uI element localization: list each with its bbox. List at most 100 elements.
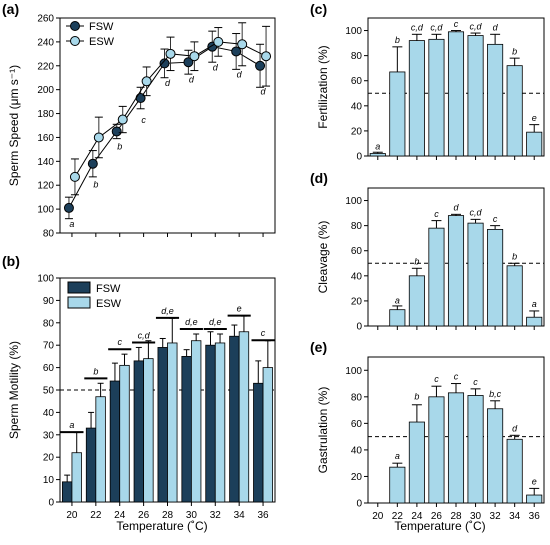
panel-a-significance-letter: d [213,63,219,73]
panel-a-legend-label: ESW [89,36,115,48]
panel-e-label: (e) [310,339,327,355]
panel-b-x-tick-label: 20 [66,510,78,521]
panel-a-significance-letter: b [117,141,122,151]
panel-d-y-tick-label: 60 [351,246,363,257]
panel-a-esw-point [261,51,272,62]
panel-b-significance-letter: c [117,337,122,347]
panel-d-bar [447,215,465,327]
panel-c-bar [408,40,425,157]
panel-a-y-tick-label: 200 [37,85,54,96]
panel-b-bar [157,347,168,503]
panel-c-significance-letter: c,d [430,23,443,33]
panel-e-x-tick-label: 32 [490,511,502,522]
panel-b-significance-letter: c [261,328,266,338]
panel-d-significance-letter: b [512,252,517,262]
panel-c-significance-letter: d [493,23,499,33]
panel-d-significance-letter: a [532,299,537,309]
panel-a-significance-letter: a [69,219,74,229]
panel-d-bar [526,316,543,327]
panel-a-y-tick-label: 240 [37,37,54,48]
panel-b-significance-letter: d,e [209,317,222,327]
panel-c-significance-letter: c,d [411,23,424,33]
panel-a-fsw-point [63,202,74,213]
panel-d-significance-letter: c,d [470,208,483,218]
panel-c-bar [369,153,386,157]
panel-d-y-axis-label: Cleavage (%) [316,221,330,294]
panel-b-y-tick-label: 20 [43,453,55,464]
panel-a-y-tick-label: 80 [43,229,55,240]
panel-d-y-tick-label: 0 [356,322,362,333]
panel-b-y-tick-label: 100 [37,274,54,285]
panel-a-y-tick-label: 180 [37,109,54,120]
panel-b-bar [167,342,178,503]
panel-b-y-tick-label: 30 [43,430,55,441]
panel-e-y-tick-label: 60 [351,419,363,430]
panel-b-x-tick-label: 24 [114,510,126,521]
panel-e-y-tick-label: 0 [356,499,362,510]
panel-a-esw-point [93,132,104,143]
panel-b-x-tick-label: 32 [210,510,222,521]
panel-c-bar [447,31,465,157]
panel-c-significance-letter: b [395,35,400,45]
panel-d-bar [487,228,504,327]
panel-b-x-tick-label: 34 [234,510,246,521]
panel-b-bar [109,380,121,503]
panel-b-legend-label: ESW [96,298,122,310]
panel-b-bar [238,331,250,503]
panel-e-x-tick-label: 34 [509,511,521,522]
panel-e-y-tick-label: 40 [351,445,363,456]
panel-d-significance-letter: a [395,295,400,305]
panel-e-bar [506,438,523,504]
panel-b-x-tick-label: 26 [138,510,150,521]
panel-a-label: (a) [2,1,19,17]
panel-a-fsw-point [87,158,98,169]
panel-b-bar [253,382,264,503]
panel-d-label: (d) [310,170,328,186]
panel-c-y-tick-label: 80 [351,51,363,62]
panel-d-y-tick-label: 20 [351,296,363,307]
panel-d-significance-letter: c [493,214,498,224]
panel-e-x-tick-label: 28 [450,511,462,522]
panel-e-bar [487,408,504,504]
panel-d-bar [408,275,425,327]
panel-c-y-tick-label: 100 [345,26,362,37]
panel-b-y-tick-label: 40 [43,408,55,419]
panel-b-significance-letter: d,e [161,306,174,316]
panel-c-significance-letter: a [375,142,380,152]
panel-c-significance-letter: c,d [470,21,483,31]
panel-c-bar [526,131,543,157]
panel-c-y-tick-label: 0 [356,152,362,163]
panel-e-bar [428,396,445,504]
panel-b-legend-label: FSW [96,283,121,295]
panel-a-significance-letter: b [93,180,98,190]
panel-e-significance-letter: e [532,476,537,486]
panel-e-significance-letter: c [434,374,439,384]
panel-e-bar [447,392,465,504]
panel-a-esw-point [213,36,224,47]
panel-c-bar [428,38,445,157]
panel-d-bar [506,265,523,327]
panel-b-bar [190,340,202,503]
panel-e-significance-letter: c [454,372,459,382]
panel-a-fsw-point [135,93,146,104]
panel-a-legend-label: FSW [89,21,114,33]
panel-b-significance-letter: a [69,420,74,430]
panel-d-y-tick-label: 80 [351,221,363,232]
panel-b-bar [229,335,240,503]
panel-b-y-tick-label: 0 [48,498,54,509]
panel-d-bar [467,222,484,327]
panel-e-y-tick-label: 20 [351,472,363,483]
shared-x-axis-label-left: Temperature (˚C) [116,519,207,533]
panel-b-bar [61,481,73,503]
panel-b-x-tick-label: 30 [186,510,198,521]
panel-e-significance-letter: b [414,391,419,401]
panel-e-bar [408,421,425,504]
panel-e-x-tick-label: 30 [470,511,482,522]
panel-a-y-tick-label: 120 [37,181,54,192]
panel-d-significance-letter: c [434,209,439,219]
panel-a-y-tick-label: 140 [37,157,54,168]
panel-e-significance-letter: d [512,423,518,433]
panel-b-bar [262,367,274,503]
